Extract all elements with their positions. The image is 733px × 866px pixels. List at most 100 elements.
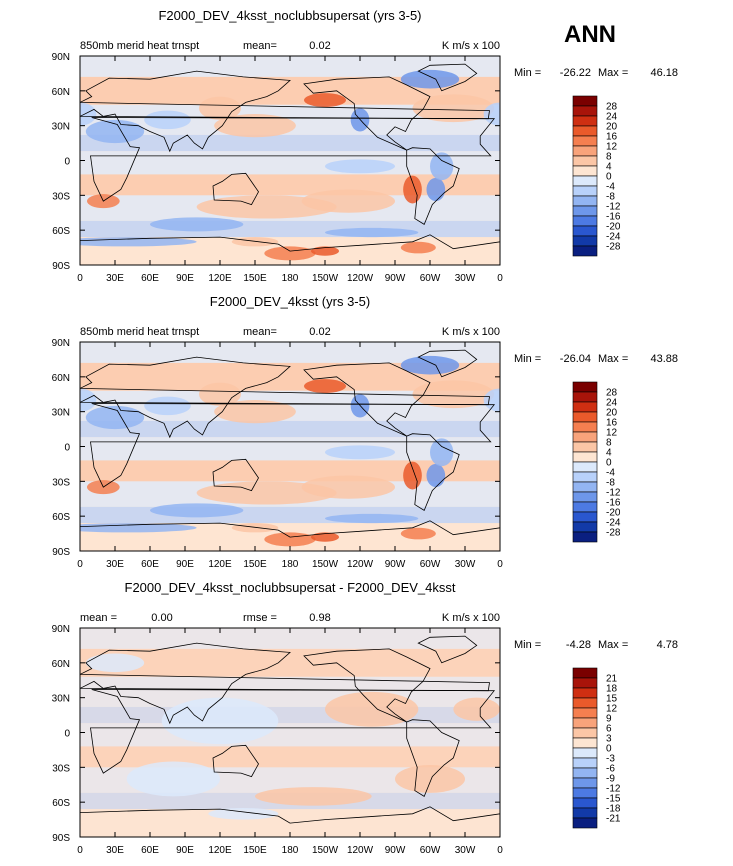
colorbar-box [572,245,598,257]
variable-label: 850mb merid heat trnspt [80,326,199,338]
colorbar-box [572,717,598,729]
colorbar-label: -4 [606,182,615,193]
colorbar-label: 4 [606,162,612,173]
units-label: K m/s x 100 [442,612,500,624]
colorbar-label: 3 [606,734,612,745]
x-tick-label: 90W [385,273,406,284]
x-tick-label: 90E [176,845,194,856]
colorbar-label: 12 [606,428,618,439]
x-tick-label: 60E [141,845,159,856]
colorbar-label: -20 [606,222,621,233]
field-contour [403,175,422,204]
colorbar-box [572,225,598,237]
field-contour [126,761,220,797]
colorbar-box [572,185,598,197]
x-tick-label: 150W [312,845,339,856]
field-contour [196,195,337,219]
y-tick-label: 90S [52,833,70,844]
field-band [80,420,500,438]
units-label: K m/s x 100 [442,326,500,338]
field-band [80,342,500,363]
colorbar-label: 24 [606,112,618,123]
panel-title: F2000_DEV_4ksst (yrs 3-5) [210,294,370,309]
colorbar-label: 15 [606,694,618,705]
colorbar-box [572,707,598,719]
y-tick-label: 90S [52,261,70,272]
colorbar-box [572,461,598,473]
colorbar-label: -16 [606,498,621,509]
x-tick-label: 30E [106,273,124,284]
field-contour [231,523,279,533]
field-contour [255,787,372,806]
colorbar-label: 21 [606,674,618,685]
field-contour [264,246,316,261]
x-tick-label: 30W [455,845,476,856]
x-tick-label: 0 [77,845,83,856]
coastline [212,172,259,206]
y-tick-label: 30N [52,122,70,133]
colorbar-label: -12 [606,784,621,795]
colorbar-box [572,195,598,207]
coastline [417,63,478,92]
colorbar-box [572,677,598,689]
colorbar-box [572,95,598,107]
colorbar-box [572,531,598,543]
coastline [80,806,500,837]
field-band [80,460,500,482]
field-contour [426,463,446,488]
field-contour [301,189,396,213]
coastline [212,458,259,492]
coastline [90,403,496,488]
season-label: ANN [564,21,616,48]
field-contour [80,102,97,126]
field-contour [85,119,145,144]
colorbar-label: -24 [606,232,621,243]
panel-3: F2000_DEV_4ksst_noclubbsupersat - F2000_… [52,580,678,856]
colorbar-label: -8 [606,478,615,489]
colorbar-label: 6 [606,724,612,735]
field-contour [403,461,422,490]
colorbar-box [572,787,598,799]
coastline [406,719,460,797]
variable-label: 850mb merid heat trnspt [80,40,199,52]
x-tick-label: 120E [208,845,232,856]
field-contour [80,388,97,412]
colorbar-label: 12 [606,142,618,153]
x-tick-label: 60E [141,559,159,570]
panel-1: F2000_DEV_4ksst_noclubbsupersat (yrs 3-5… [52,8,678,284]
coastline [406,433,460,511]
field-contour [426,177,446,202]
colorbar-label: -20 [606,508,621,519]
colorbar-box [572,401,598,413]
colorbar-box [572,431,598,443]
field-contour [430,438,454,467]
field-contour [311,532,339,542]
field-contour [161,697,279,745]
rmse-value: 0.98 [309,612,330,624]
y-tick-label: 0 [64,443,70,454]
colorbar-label: -18 [606,804,621,815]
field-contour [400,69,460,89]
field-contour [304,379,346,394]
coastline [90,689,496,774]
x-tick-label: 30E [106,845,124,856]
colorbar-label: 18 [606,684,618,695]
field-contour [412,94,495,123]
coastline [303,76,431,151]
y-tick-label: 90S [52,547,70,558]
field-contour [412,380,495,409]
y-tick-label: 60N [52,87,70,98]
colorbar-label: -28 [606,242,621,253]
field-band [80,220,500,238]
x-tick-label: 60E [141,273,159,284]
field-contour [325,159,395,174]
coastline [303,362,431,437]
coastline [417,349,478,378]
field-band [80,174,500,196]
y-tick-label: 60S [52,512,70,523]
colorbar-box [572,807,598,819]
field-band [80,628,500,649]
